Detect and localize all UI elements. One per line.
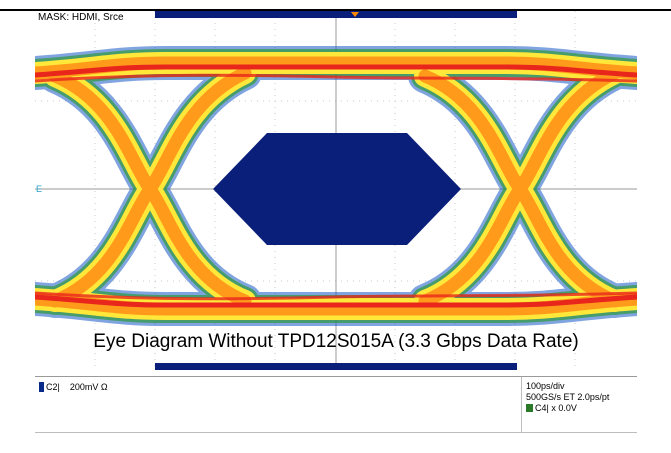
channel-color-icon: [39, 382, 44, 392]
scope-display[interactable]: E: [18, 11, 654, 370]
eye-diagram-caption: Eye Diagram Without TPD12S015A (3.3 Gbps…: [93, 331, 579, 352]
timebase-value: 100ps/div: [526, 381, 565, 391]
eye-diagram-plot: E: [18, 11, 654, 370]
trigger-channel: C4|: [535, 403, 549, 413]
trigger-position-marker: [351, 12, 359, 17]
trigger-channel-icon: [526, 404, 533, 412]
top-mask-bar: [155, 11, 517, 18]
sample-rate-value: 500GS/s ET 2.0ps/pt: [526, 392, 610, 402]
eye-traces: [18, 46, 654, 326]
top-rule: [0, 9, 671, 11]
channel-ground-marker: E: [36, 184, 42, 194]
channel-readout[interactable]: C2| 200mV Ω: [39, 382, 108, 392]
channel-label: C2|: [46, 382, 60, 392]
status-bar: C2| 200mV Ω 100ps/div 500GS/s ET 2.0ps/pt…: [35, 376, 637, 433]
channel-scale: 200mV Ω: [69, 382, 108, 392]
mask-label: MASK: HDMI, Srce: [38, 12, 124, 23]
timebase-readout[interactable]: 100ps/div 500GS/s ET 2.0ps/pt C4| x 0.0V: [521, 377, 637, 432]
trigger-readout: C4| x 0.0V: [526, 403, 637, 414]
bottom-mask-bar: [155, 363, 517, 370]
eye-mask-hexagon: [213, 133, 461, 245]
trigger-level: x 0.0V: [551, 403, 577, 413]
